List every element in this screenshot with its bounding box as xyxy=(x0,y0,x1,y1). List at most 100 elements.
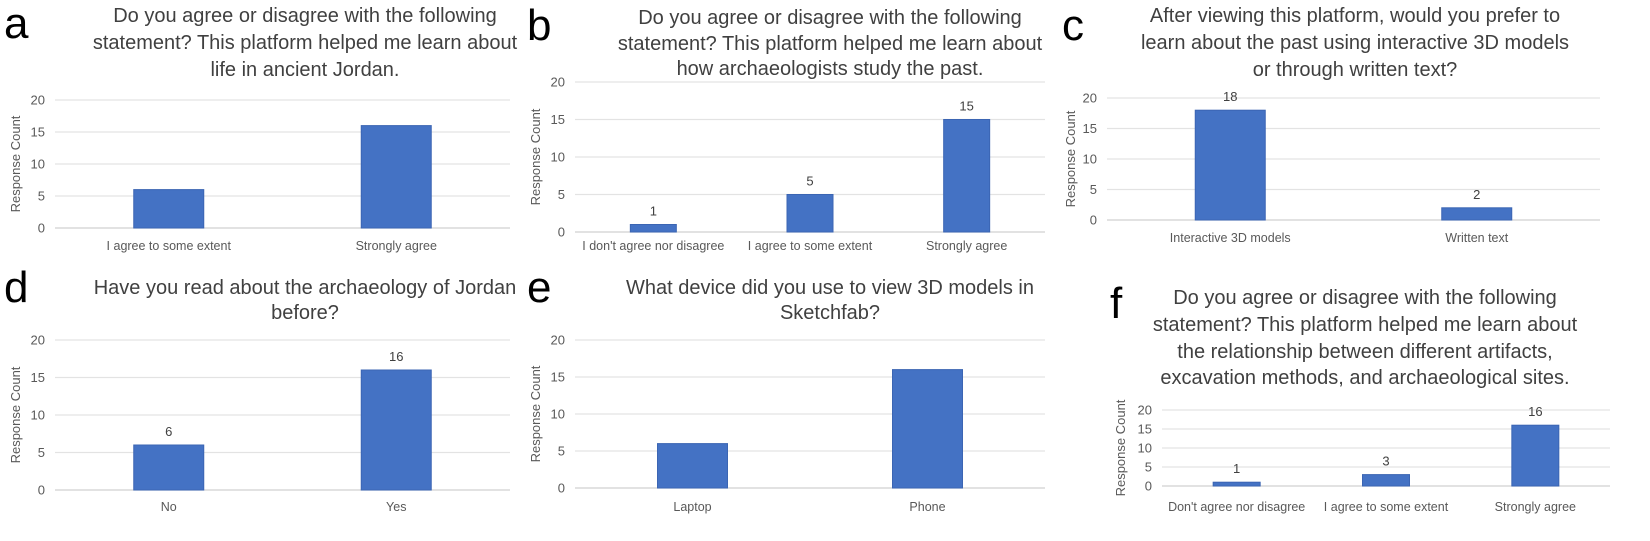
chart-panel-c: c After viewing this platform, would you … xyxy=(1062,1,1600,245)
x-category-label: I agree to some extent xyxy=(107,239,232,253)
chart-title-line: After viewing this platform, would you p… xyxy=(1150,5,1560,27)
bar xyxy=(360,369,432,491)
panel-letter: c xyxy=(1062,1,1084,50)
y-tick-label: 0 xyxy=(1090,213,1097,228)
y-tick-label: 20 xyxy=(31,333,45,348)
y-tick-label: 5 xyxy=(558,444,565,459)
chart-title-line: life in ancient Jordan. xyxy=(210,59,399,81)
chart-title-line: Do you agree or disagree with the follow… xyxy=(113,5,497,27)
data-label: 2 xyxy=(1473,187,1480,202)
bar xyxy=(1212,481,1261,487)
y-tick-label: 5 xyxy=(38,189,45,204)
y-tick-label: 20 xyxy=(1083,91,1097,106)
chart-title-line: Do you agree or disagree with the follow… xyxy=(638,7,1022,29)
y-tick-label: 0 xyxy=(558,481,565,496)
bar xyxy=(892,369,963,489)
y-tick-label: 15 xyxy=(1083,121,1097,136)
x-category-label: Phone xyxy=(909,500,945,514)
bar xyxy=(943,119,991,233)
x-category-label: No xyxy=(161,500,177,514)
data-label: 3 xyxy=(1382,454,1389,469)
bar xyxy=(133,444,205,491)
panel-letter: e xyxy=(527,263,551,312)
panel-letter: b xyxy=(527,1,551,50)
chart-panel-f: f Do you agree or disagree with the follo… xyxy=(1110,279,1610,514)
data-label: 16 xyxy=(389,349,403,364)
x-category-label: Don't agree nor disagree xyxy=(1168,500,1305,514)
x-category-label: Interactive 3D models xyxy=(1170,231,1291,245)
x-category-label: Written text xyxy=(1445,231,1509,245)
chart-title-line: before? xyxy=(271,302,339,324)
data-label: 5 xyxy=(806,174,813,189)
x-category-label: I agree to some extent xyxy=(748,239,873,253)
chart-title-line: Do you agree or disagree with the follow… xyxy=(1173,287,1557,309)
bar xyxy=(133,189,205,229)
panel-letter: d xyxy=(4,263,28,312)
chart-panel-e: e What device did you use to view 3D mode… xyxy=(527,263,1045,514)
data-label: 18 xyxy=(1223,89,1237,104)
panel-letter: f xyxy=(1110,279,1123,328)
x-category-label: Strongly agree xyxy=(926,239,1007,253)
y-axis-label: Response Count xyxy=(8,115,23,212)
data-label: 1 xyxy=(1233,461,1240,476)
y-tick-label: 15 xyxy=(31,125,45,140)
chart-panel-a: a Do you agree or disagree with the follo… xyxy=(4,0,518,253)
y-tick-label: 10 xyxy=(1083,152,1097,167)
y-tick-label: 5 xyxy=(1145,460,1152,475)
y-tick-label: 15 xyxy=(551,370,565,385)
y-axis-label: Response Count xyxy=(1063,110,1078,207)
y-tick-label: 15 xyxy=(1138,422,1152,437)
x-category-label: I don't agree nor disagree xyxy=(582,239,724,253)
data-label: 6 xyxy=(165,424,172,439)
y-tick-label: 10 xyxy=(1138,441,1152,456)
y-tick-label: 0 xyxy=(558,225,565,240)
y-tick-label: 20 xyxy=(31,93,45,108)
y-tick-label: 5 xyxy=(558,187,565,202)
y-tick-label: 20 xyxy=(551,75,565,90)
y-axis-label: Response Count xyxy=(528,108,543,205)
y-tick-label: 10 xyxy=(31,157,45,172)
y-tick-label: 10 xyxy=(551,150,565,165)
bar xyxy=(360,125,432,229)
x-category-label: Laptop xyxy=(673,500,711,514)
x-category-label: Strongly agree xyxy=(1495,500,1576,514)
chart-title-line: statement? This platform helped me learn… xyxy=(618,33,1043,55)
bar xyxy=(1511,424,1560,487)
chart-title-line: the relationship between different artif… xyxy=(1177,341,1552,363)
y-tick-label: 10 xyxy=(31,408,45,423)
bar xyxy=(657,443,728,489)
bar xyxy=(1362,474,1410,487)
y-tick-label: 0 xyxy=(38,483,45,498)
y-axis-label: Response Count xyxy=(528,365,543,462)
chart-title-line: or through written text? xyxy=(1253,59,1458,81)
data-label: 15 xyxy=(959,99,973,114)
chart-title-line: learn about the past using interactive 3… xyxy=(1141,32,1569,54)
bar xyxy=(629,224,677,233)
bar xyxy=(1441,207,1513,221)
bar xyxy=(786,194,834,233)
y-axis-label: Response Count xyxy=(1113,399,1128,496)
chart-title-line: how archaeologists study the past. xyxy=(677,58,984,80)
bar xyxy=(1194,109,1266,221)
data-label: 1 xyxy=(650,204,657,219)
y-tick-label: 20 xyxy=(1138,403,1152,418)
y-tick-label: 5 xyxy=(38,445,45,460)
y-tick-label: 10 xyxy=(551,407,565,422)
y-tick-label: 15 xyxy=(31,370,45,385)
chart-title-line: statement? This platform helped me learn… xyxy=(93,32,518,54)
data-label: 16 xyxy=(1528,404,1542,419)
y-axis-label: Response Count xyxy=(8,366,23,463)
x-category-label: Strongly agree xyxy=(356,239,437,253)
chart-panel-d: d Have you read about the archaeology of … xyxy=(4,263,516,514)
y-tick-label: 0 xyxy=(1145,479,1152,494)
chart-title-line: statement? This platform helped me learn… xyxy=(1153,314,1578,336)
y-tick-label: 15 xyxy=(551,112,565,127)
y-tick-label: 0 xyxy=(38,221,45,236)
chart-title-line: Have you read about the archaeology of J… xyxy=(94,277,517,299)
panel-letter: a xyxy=(4,0,29,48)
chart-title-line: excavation methods, and archaeological s… xyxy=(1160,367,1569,389)
y-tick-label: 5 xyxy=(1090,182,1097,197)
chart-panel-b: b Do you agree or disagree with the follo… xyxy=(527,1,1045,253)
